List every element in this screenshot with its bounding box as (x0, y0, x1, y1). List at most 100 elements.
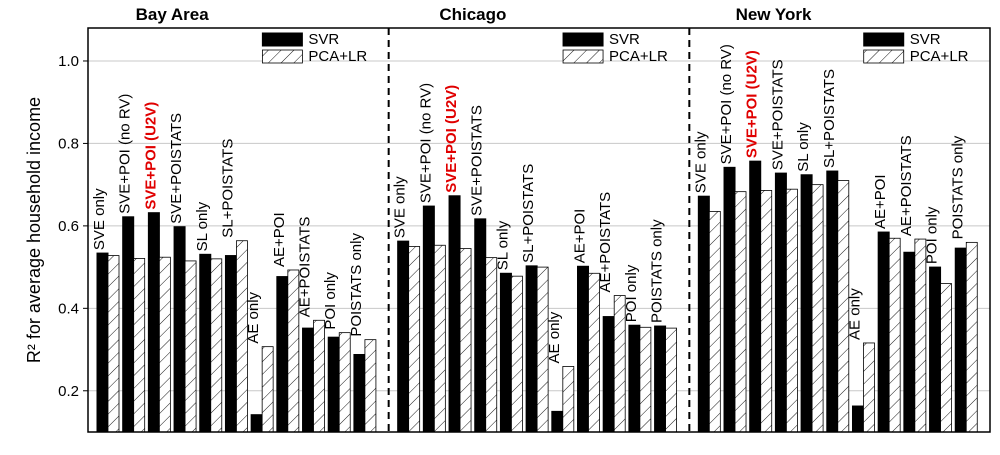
y-tick-label: 0.4 (58, 300, 79, 317)
bar-label-ae-poistats: AE+POISTATS (597, 192, 614, 293)
bar-pcalr-sve-poistats (786, 188, 798, 433)
plot-frame (87, 27, 991, 433)
legend-swatch-svr (261, 32, 303, 47)
bar-pcalr-ae-only (562, 366, 575, 433)
bars-layer (96, 160, 978, 433)
legend-swatch-pcalr (261, 49, 303, 64)
y-tick-label: 0.6 (58, 218, 79, 235)
bar-svr-sl-only (499, 272, 512, 433)
bar-svr-ae-poi (276, 276, 289, 433)
bar-label-ae-poi: AE+POI (572, 209, 589, 264)
bar-svr-sl-poistats (826, 170, 839, 433)
bar-label-ae-poi: AE+POI (872, 174, 889, 229)
bar-pcalr-ae-poi (888, 237, 901, 433)
bar-pcalr-sve-poi-no-rv (433, 244, 446, 433)
legend-label-pcalr: PCA+LR (308, 48, 367, 65)
bar-pcalr-poi-only (940, 283, 952, 433)
bar-label-sl-poistats: SL+POISTATS (219, 139, 236, 238)
bar-pcalr-sl-only (210, 258, 223, 433)
legend-label-pcalr: PCA+LR (609, 48, 668, 65)
bar-svr-sl-only (800, 174, 813, 433)
bar-svr-sve-poi-no-rv (422, 205, 435, 433)
bar-label-sve-poi-u2v: SVE+POI (U2V) (443, 85, 460, 193)
bar-label-ae-only: AE only (245, 291, 262, 343)
bar-label-sve-poistats: SVE+POISTATS (469, 105, 486, 216)
legend-swatch-pcalr (863, 49, 905, 64)
bar-svr-ae-poistats (302, 327, 315, 433)
y-tick-label: 0.8 (58, 135, 79, 152)
bar-pcalr-sve-only (708, 211, 721, 433)
bar-svr-sl-only (199, 253, 212, 433)
bar-pcalr-sl-only (811, 184, 824, 433)
bar-pcalr-sve-poi-u2v (459, 248, 472, 433)
panel-title: New York (736, 5, 812, 24)
bar-label-ae-poi: AE+POI (271, 212, 288, 267)
legend-swatch-svr (863, 32, 905, 47)
bar-label-ae-poistats: AE+POISTATS (898, 135, 915, 236)
bar-label-sl-only: SL only (194, 201, 211, 251)
bar-pcalr-poi-only (639, 326, 652, 433)
bar-svr-ae-poistats (602, 316, 615, 433)
bar-svr-sve-poistats (474, 218, 487, 433)
bar-svr-sve-poi-u2v (448, 195, 461, 433)
bar-svr-poistats-only (654, 325, 667, 433)
bar-label-sve-only: SVE only (392, 176, 409, 238)
bar-svr-sve-poistats (774, 172, 787, 433)
bar-svr-sve-poi-u2v (749, 160, 762, 433)
bar-label-sl-only: SL only (795, 122, 812, 172)
y-tick-label: 0.2 (58, 383, 79, 400)
bar-svr-sve-only (96, 252, 109, 433)
panel-title: Bay Area (136, 5, 210, 24)
bar-svr-sve-poistats (173, 226, 186, 433)
frame-layer: 0.2 0.4 0.6 0.8 1.0 R² for average household … (24, 27, 991, 433)
bar-label-sl-only: SL only (494, 220, 511, 270)
legend-swatch-pcalr (562, 49, 604, 64)
bar-label-sl-poistats: SL+POISTATS (821, 69, 838, 168)
bar-pcalr-sve-poi-no-rv (133, 258, 146, 433)
bar-label-ae-poistats: AE+POISTATS (297, 217, 314, 318)
bar-label-sve-only: SVE only (91, 188, 108, 250)
bar-label-sve-poistats: SVE+POISTATS (168, 113, 185, 224)
bar-svr-ae-poi (577, 265, 590, 433)
bar-pcalr-ae-only (261, 346, 274, 433)
bar-svr-sve-poi-u2v (147, 212, 160, 433)
bar-svr-ae-poistats (903, 251, 916, 433)
bar-svr-ae-only (250, 414, 263, 433)
bar-label-poi-only: POI only (924, 206, 941, 264)
bar-svr-sve-poi-no-rv (723, 166, 736, 433)
bar-pcalr-sve-poi-u2v (158, 256, 171, 433)
bar-label-poistats-only: POISTATS only (348, 233, 365, 337)
bar-svr-sl-poistats (224, 255, 237, 433)
y-tick-label: 1.0 (58, 53, 79, 70)
bar-pcalr-sve-poistats (184, 260, 197, 433)
bar-label-sve-poistats: SVE+POISTATS (769, 59, 786, 170)
bar-svr-ae-only (551, 410, 564, 433)
labels-layer: Bay Area SVE only SVE+POI (no RV) SVE+POI (… (91, 5, 969, 363)
bar-pcalr-sl-only (511, 275, 523, 433)
bar-svr-sve-poi-no-rv (122, 216, 135, 433)
legend-label-svr: SVR (910, 31, 941, 48)
bar-pcalr-sve-only (107, 255, 120, 433)
bar-pcalr-sve-poi-no-rv (734, 191, 747, 433)
bar-label-sve-poi-no-rv: SVE+POI (no RV) (117, 94, 134, 214)
bar-pcalr-ae-poi (588, 272, 600, 433)
bar-pcalr-poistats-only (665, 327, 677, 433)
y-axis-label: R² for average household income (24, 97, 44, 363)
bar-label-poistats-only: POISTATS only (949, 135, 966, 239)
legend-label-svr: SVR (308, 31, 339, 48)
bar-pcalr-ae-only (863, 342, 875, 433)
bar-svr-poi-only (628, 324, 641, 433)
bar-pcalr-ae-poistats (914, 238, 927, 433)
bar-pcalr-poistats-only (965, 241, 978, 433)
bar-svr-sl-poistats (525, 265, 538, 433)
bar-label-poistats-only: POISTATS only (649, 219, 666, 323)
bar-pcalr-sve-poi-u2v (760, 190, 773, 433)
legend-label-pcalr: PCA+LR (910, 48, 969, 65)
bar-svr-ae-poi (877, 231, 890, 433)
bar-label-sve-poi-no-rv: SVE+POI (no RV) (718, 44, 735, 164)
bar-pcalr-poi-only (338, 332, 351, 433)
bar-svr-poistats-only (353, 353, 366, 433)
bar-svr-poistats-only (954, 247, 967, 433)
bar-label-poi-only: POI only (623, 264, 640, 322)
